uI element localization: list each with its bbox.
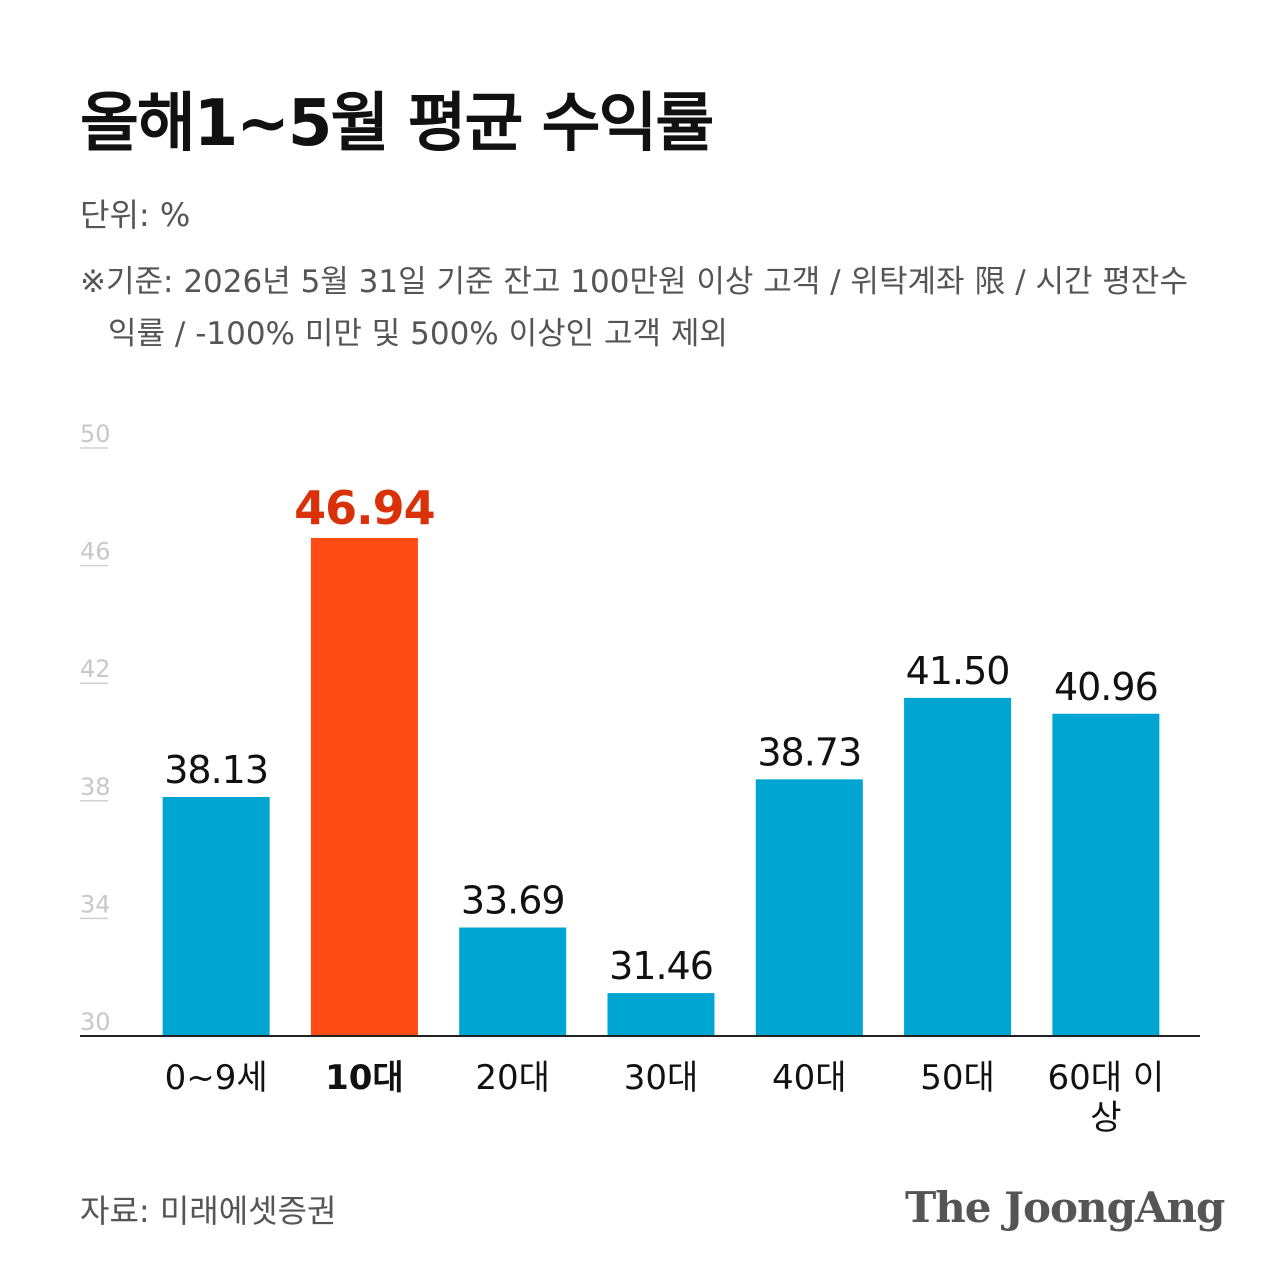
x-tick-label: 40대 [772,1058,847,1098]
bar [162,796,270,1036]
y-tick-label: 38 [80,773,111,801]
y-tick-label: 42 [80,655,111,683]
value-label: 41.50 [906,649,1010,693]
x-tick-label: 10대 [325,1058,404,1098]
bar [1052,713,1160,1036]
x-tick-label: 50대 [920,1058,995,1098]
brand: The JoongAng [905,1183,1225,1232]
value-label: 31.46 [609,944,713,988]
source: 자료: 미래에셋증권 [80,1192,337,1230]
x-tick-label: 60대 이상 [1047,1058,1165,1138]
unit-label: 단위: % [80,196,191,234]
value-label: 38.73 [757,730,861,774]
y-tick-label: 50 [80,420,111,448]
x-tick-label: 30대 [623,1058,699,1098]
bar [310,537,418,1036]
bar [904,697,1012,1036]
y-tick-label: 34 [80,890,111,918]
value-label: 38.13 [164,748,268,792]
y-tick-label: 30 [80,1008,111,1036]
value-label: 40.96 [1054,665,1158,709]
bar [755,779,863,1036]
x-tick-label: 0~9세 [164,1058,268,1098]
chart-title: 올해1~5월 평균 수익률 [80,87,714,161]
x-tick-label: 20대 [475,1058,550,1098]
value-label: 33.69 [461,879,565,923]
value-label: 46.94 [294,481,435,535]
note: ※기준: 2026년 5월 31일 기준 잔고 100만원 이상 고객 / 위탁… [80,264,1188,352]
y-tick-label: 46 [80,538,111,566]
bar [459,927,567,1036]
bar [607,993,715,1036]
